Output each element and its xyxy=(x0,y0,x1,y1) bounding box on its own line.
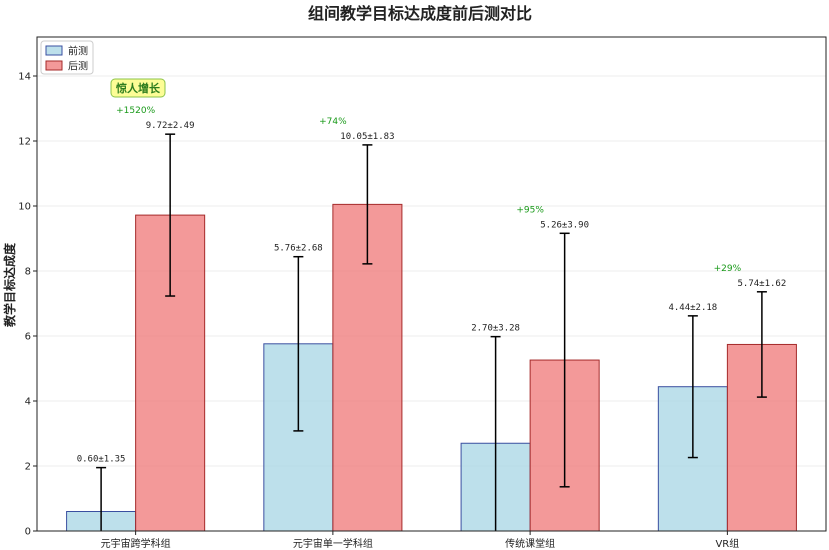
data-label: 9.72±2.49 xyxy=(146,121,195,131)
callout: 惊人增长 xyxy=(110,78,166,98)
x-tick-label: 传统课堂组 xyxy=(505,537,555,550)
data-label: 0.60±1.35 xyxy=(77,455,126,465)
x-tick-label: 元宇宙跨学科组 xyxy=(101,537,171,550)
y-tick-label: 2 xyxy=(25,462,31,473)
error-bar xyxy=(756,291,767,398)
data-labels: 0.60±1.35 5.76±2.68 2.70±3.28 4.44±2.18 9.72… xyxy=(77,106,787,464)
y-axis-label: 教学目标达成度 xyxy=(2,242,17,328)
error-bar xyxy=(293,255,304,432)
growth-label: +29% xyxy=(714,264,742,274)
legend-swatch-post xyxy=(45,60,63,71)
growth-label: +95% xyxy=(516,205,544,215)
growth-label: +1520% xyxy=(116,106,155,116)
plot-frame xyxy=(36,36,827,532)
legend-label: 后测 xyxy=(68,60,88,73)
y-tick-label: 6 xyxy=(25,332,31,343)
y-tick-label: 10 xyxy=(18,202,31,213)
error-bar xyxy=(165,133,176,297)
y-tick-label: 14 xyxy=(18,72,31,83)
y-tick-label: 4 xyxy=(25,397,31,408)
y-tick-label: 12 xyxy=(18,137,31,148)
y-tick-label: 0 xyxy=(25,527,31,538)
legend-swatch-pre xyxy=(45,45,63,56)
error-bar xyxy=(362,144,373,265)
bars xyxy=(66,203,797,532)
error-bar xyxy=(490,335,501,531)
error-bar xyxy=(687,315,698,459)
error-bar xyxy=(559,232,570,488)
data-label: 4.44±2.18 xyxy=(668,303,717,313)
data-label: 10.05±1.83 xyxy=(340,132,394,142)
chart-title: 组间教学目标达成度前后测对比 xyxy=(308,4,532,23)
data-label: 2.70±3.28 xyxy=(471,324,520,334)
callout-box xyxy=(110,78,166,98)
callout-text: 惊人增长 xyxy=(116,81,161,95)
growth-label: +74% xyxy=(319,117,347,127)
x-tick-label: 元宇宙单一学科组 xyxy=(293,537,373,550)
x-tick-label: VR组 xyxy=(715,537,739,550)
legend-label: 前测 xyxy=(68,45,88,58)
data-label: 5.26±3.90 xyxy=(540,220,589,230)
error-bars xyxy=(96,133,767,531)
data-label: 5.74±1.62 xyxy=(738,279,787,289)
axes: 0 2 4 6 8 10 12 14 元宇宙跨学科组 元宇宙单一学科组 传统课堂组 VR组 xyxy=(18,36,827,550)
data-label: 5.76±2.68 xyxy=(274,244,323,254)
y-tick-label: 8 xyxy=(25,267,31,278)
error-bar xyxy=(96,466,107,531)
